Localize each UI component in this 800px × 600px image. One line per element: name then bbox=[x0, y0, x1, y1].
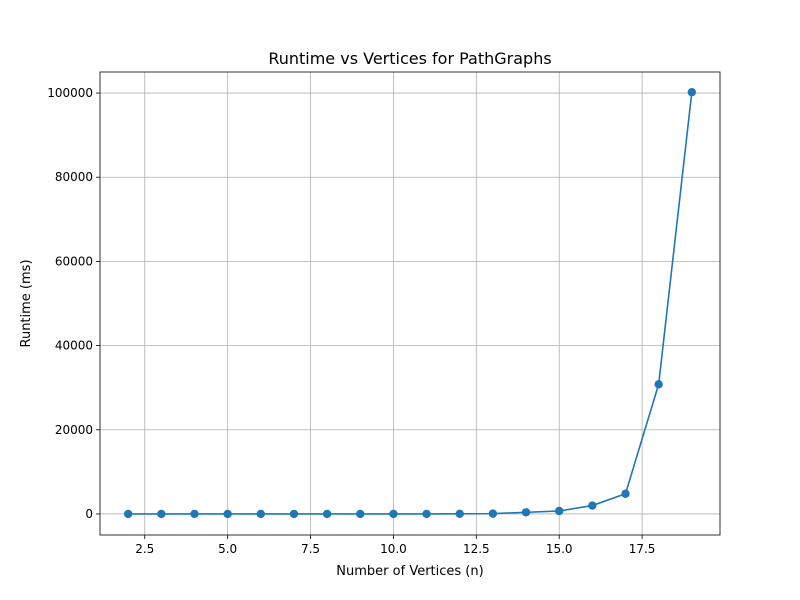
x-tick-label: 7.5 bbox=[301, 542, 320, 556]
x-tick-label: 2.5 bbox=[135, 542, 154, 556]
data-point bbox=[554, 506, 564, 516]
series-layer bbox=[123, 88, 697, 519]
x-tick-label: 5.0 bbox=[218, 542, 237, 556]
data-point bbox=[521, 508, 531, 517]
x-tick-label: 12.5 bbox=[463, 542, 490, 556]
y-tick-label: 0 bbox=[85, 507, 93, 521]
data-point bbox=[123, 509, 133, 519]
data-point bbox=[256, 509, 266, 519]
y-tick-label: 20000 bbox=[55, 423, 93, 437]
x-axis: 2.5 5.0 7.5 10.0 12.5 15.0 17.5 bbox=[135, 535, 655, 556]
data-point bbox=[322, 509, 332, 519]
data-point bbox=[588, 501, 597, 510]
y-tick-label: 80000 bbox=[55, 170, 93, 184]
x-tick-label: 10.0 bbox=[380, 542, 407, 556]
data-point bbox=[488, 509, 498, 518]
x-tick-label: 15.0 bbox=[546, 542, 573, 556]
data-point bbox=[422, 509, 431, 519]
x-axis-label: Number of Vertices (n) bbox=[336, 564, 483, 579]
data-point bbox=[356, 509, 365, 519]
data-point bbox=[223, 509, 232, 519]
data-point bbox=[190, 509, 199, 519]
chart-title: Runtime vs Vertices for PathGraphs bbox=[268, 49, 551, 68]
data-point bbox=[455, 509, 464, 519]
data-point bbox=[654, 380, 663, 389]
y-tick-label: 40000 bbox=[55, 339, 93, 353]
axes-frame bbox=[99, 71, 721, 536]
y-tick-label: 60000 bbox=[55, 254, 93, 268]
data-point bbox=[289, 509, 299, 519]
x-tick-label: 17.5 bbox=[629, 542, 656, 556]
data-point bbox=[389, 509, 398, 519]
data-point bbox=[621, 489, 630, 498]
data-point bbox=[157, 509, 166, 519]
grid-lines bbox=[100, 72, 720, 535]
data-point bbox=[687, 88, 697, 97]
series-line bbox=[128, 92, 693, 515]
y-axis: 0 20000 40000 60000 80000 100000 bbox=[47, 86, 100, 521]
y-axis-label: Runtime (ms) bbox=[19, 259, 34, 347]
y-tick-label: 100000 bbox=[47, 86, 93, 100]
